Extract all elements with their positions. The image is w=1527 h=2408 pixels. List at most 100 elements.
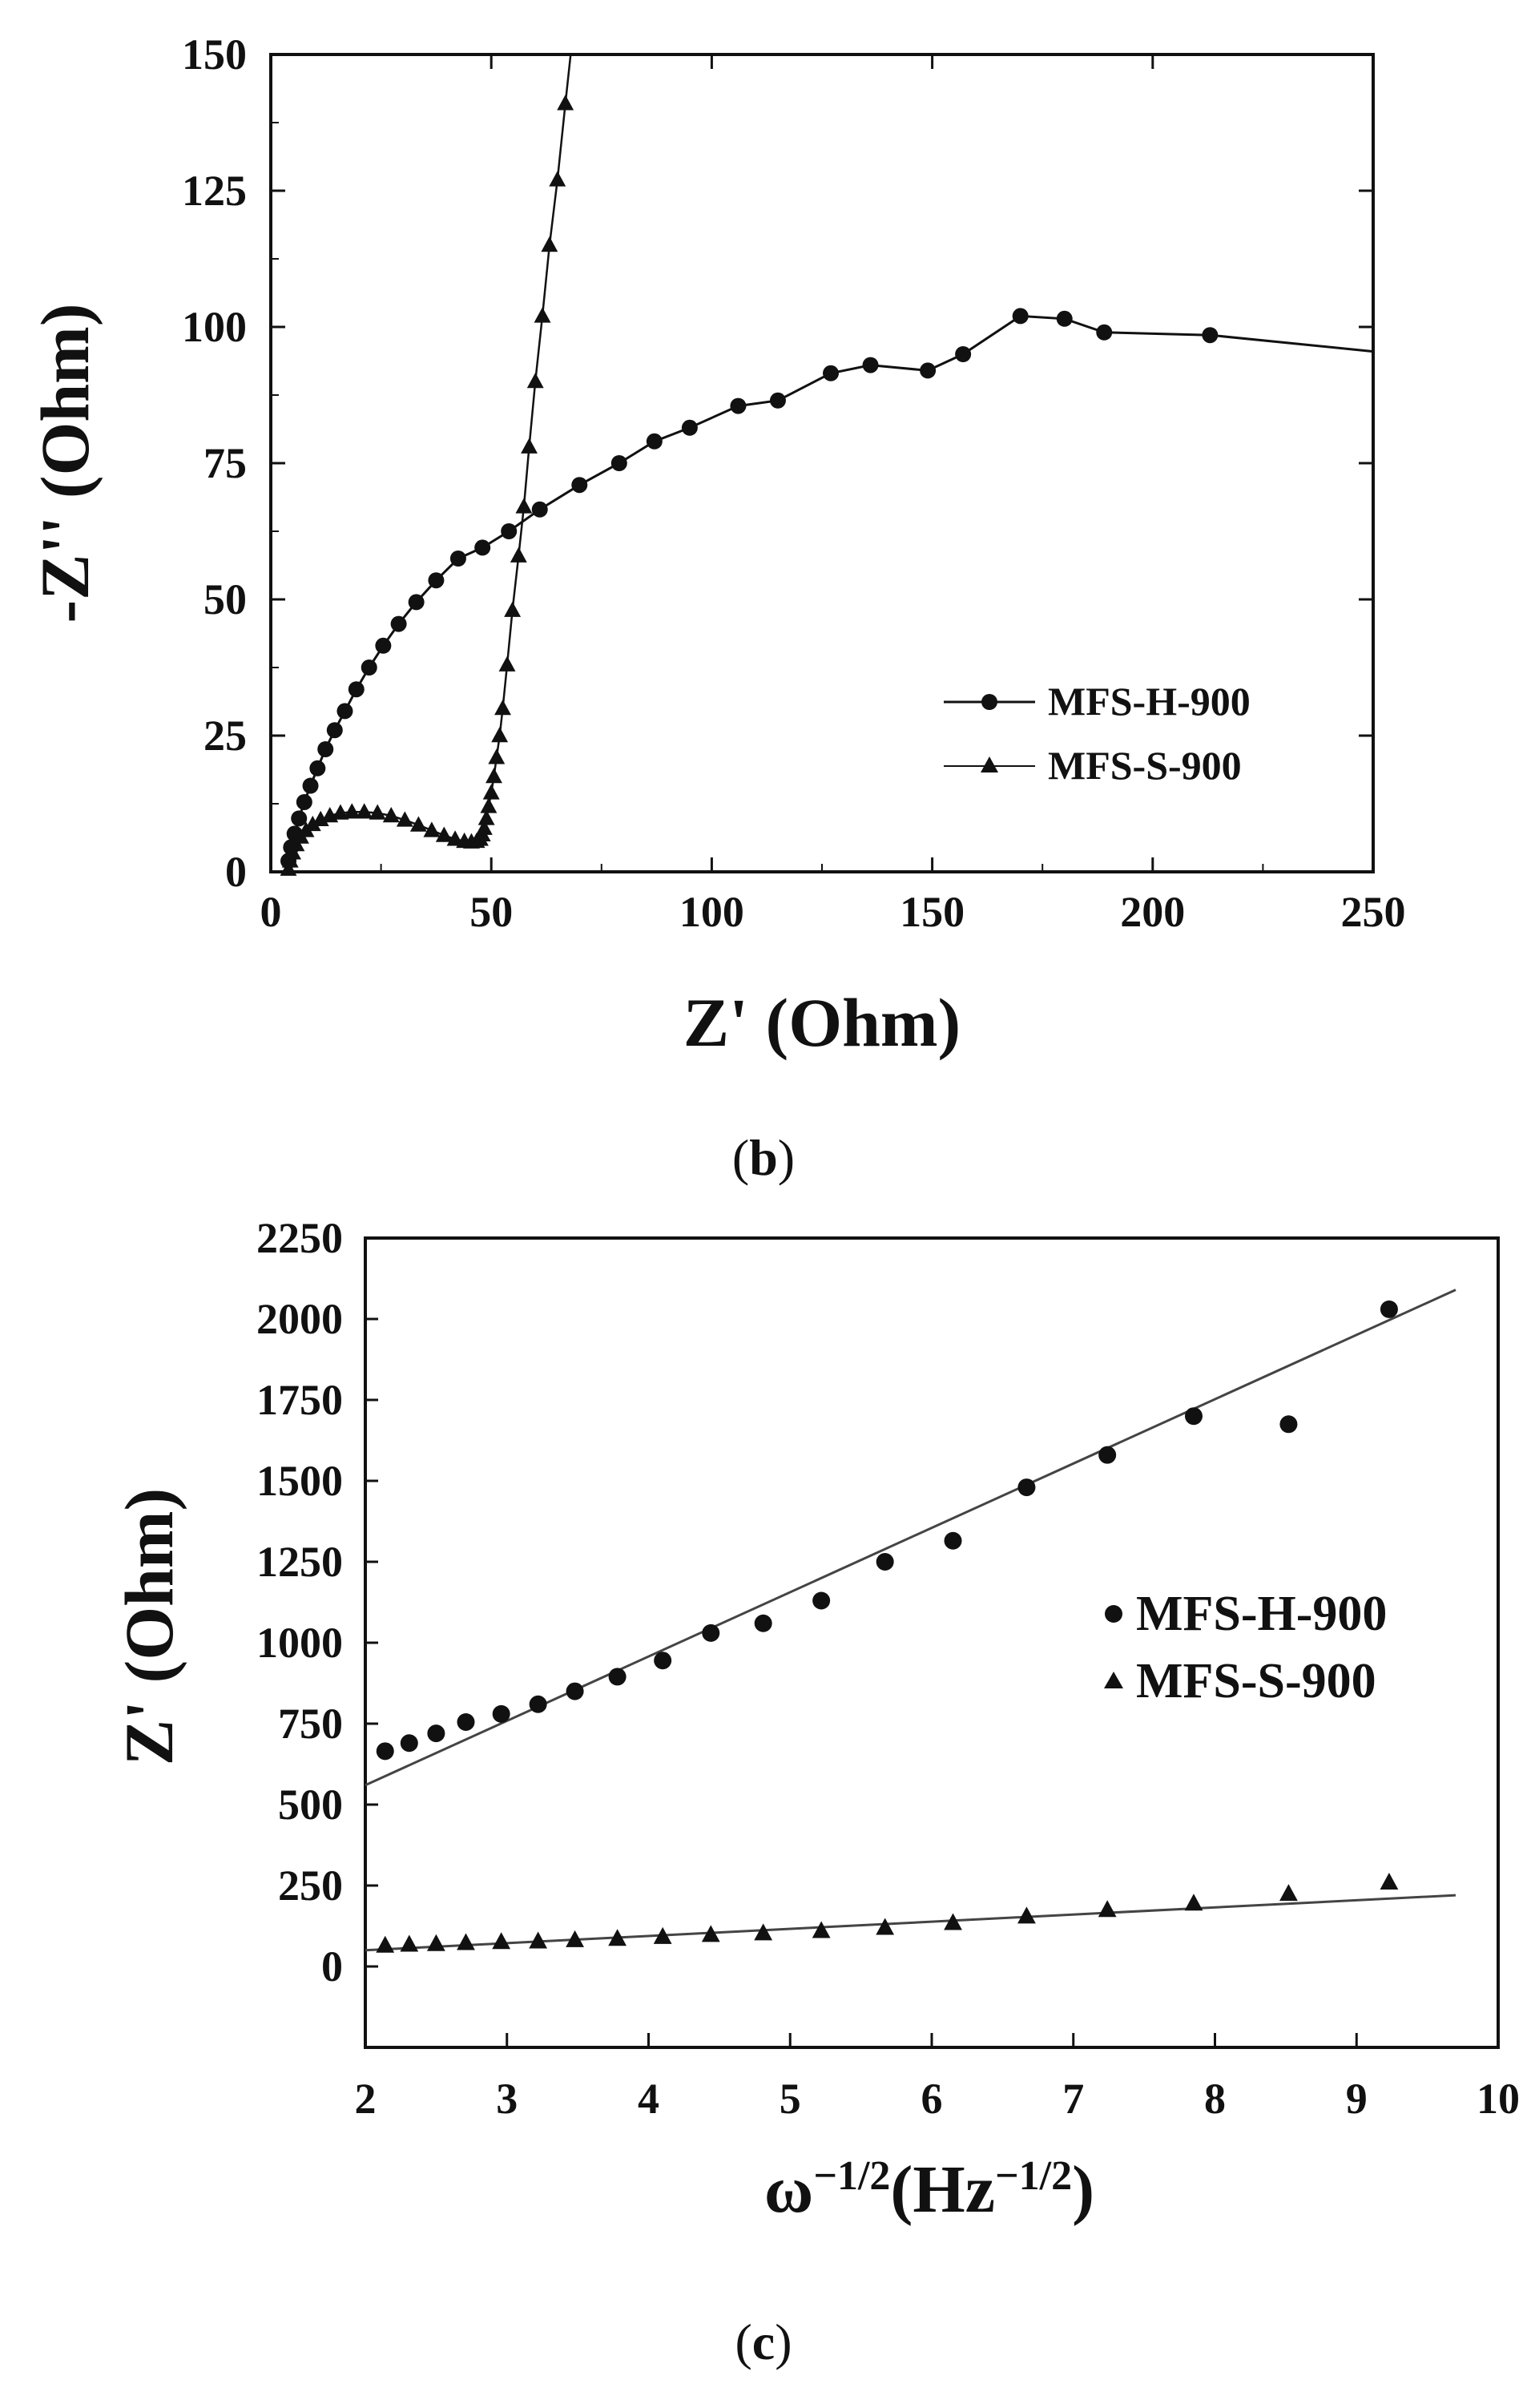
point-MFS-H-900 (400, 1734, 418, 1753)
point-MFS-S-900 (475, 819, 493, 835)
point-MFS-S-900 (477, 809, 495, 825)
plot-frame-c (364, 1236, 1500, 2049)
y-tick-label-b: 0 (225, 848, 247, 896)
point-MFS-H-900 (812, 1591, 831, 1610)
point-MFS-S-900 (557, 95, 574, 111)
point-MFS-S-900 (529, 1931, 548, 1949)
point-MFS-H-900 (944, 1531, 962, 1550)
point-MFS-S-900 (396, 811, 413, 827)
x-axis-label-c-close: ) (1072, 2152, 1094, 2227)
point-MFS-S-900 (376, 1935, 395, 1953)
point-MFS-H-900 (769, 392, 786, 409)
point-MFS-S-900 (534, 307, 551, 323)
point-MFS-S-900 (409, 816, 427, 832)
legend-label-b-s: MFS-S-900 (1048, 743, 1242, 788)
legend-marker-h (981, 694, 997, 710)
y-axis-label-c: Z' (Ohm) (111, 1488, 187, 1765)
point-MFS-H-900 (610, 455, 627, 471)
point-MFS-H-900 (754, 1614, 772, 1632)
caption-c-letter: c (752, 2313, 775, 2370)
y-tick-label-c: 250 (278, 1861, 343, 1910)
point-MFS-H-900 (876, 1553, 894, 1571)
fit-line-MFS-H-900 (365, 1289, 1456, 1787)
point-MFS-S-900 (343, 803, 361, 819)
legend-marker-s (981, 756, 998, 772)
point-MFS-S-900 (491, 727, 509, 743)
x-tick-label-c: 10 (1477, 2075, 1520, 2123)
point-MFS-S-900 (1017, 1906, 1036, 1924)
x-axis-label-c: ω−1/2(Hz−1/2) (764, 2152, 1094, 2227)
point-MFS-S-900 (510, 547, 527, 563)
point-MFS-S-900 (485, 768, 502, 784)
point-MFS-S-900 (1380, 1872, 1399, 1890)
point-MFS-S-900 (1279, 1884, 1298, 1902)
point-MFS-S-900 (541, 236, 558, 252)
fit-lines-c (365, 1289, 1456, 1952)
x-tick-label-c: 2 (355, 2075, 377, 2123)
x-axis-label-b: Z' (Ohm) (683, 984, 961, 1061)
point-MFS-H-900 (427, 1724, 445, 1743)
x-tick-label-b: 100 (679, 888, 744, 936)
y-tick-label-c: 500 (278, 1781, 343, 1829)
y-tick-label-c: 1750 (256, 1376, 343, 1424)
point-MFS-H-900 (862, 357, 879, 373)
point-MFS-S-900 (944, 1913, 962, 1930)
point-MFS-H-900 (317, 741, 334, 757)
caption-b-letter: b (749, 1129, 778, 1186)
point-MFS-H-900 (730, 397, 747, 414)
point-MFS-H-900 (302, 777, 319, 794)
y-tick-label-b: 75 (203, 439, 247, 487)
x-tick-label-c: 6 (921, 2075, 943, 2123)
x-tick-label-b: 150 (900, 888, 965, 936)
y-tick-label-b: 100 (182, 303, 247, 351)
point-MFS-H-900 (296, 793, 312, 810)
point-MFS-H-900 (336, 703, 353, 720)
x-tick-label-b: 250 (1341, 888, 1406, 936)
point-MFS-H-900 (571, 477, 588, 494)
point-MFS-S-900 (504, 601, 522, 617)
x-tick-label-c: 7 (1062, 2075, 1084, 2123)
point-MFS-H-900 (823, 365, 840, 381)
caption-c: (c) (735, 2313, 792, 2370)
y-tick-label-c: 0 (321, 1942, 343, 1991)
point-MFS-H-900 (920, 362, 937, 379)
y-tick-label-c: 1250 (256, 1538, 343, 1586)
legend-marker-c-s (1104, 1672, 1123, 1688)
point-MFS-S-900 (521, 438, 538, 454)
point-MFS-S-900 (457, 1933, 475, 1950)
point-MFS-S-900 (526, 373, 544, 389)
point-MFS-H-900 (309, 760, 326, 776)
y-tick-label-c: 750 (278, 1700, 343, 1748)
legend-label-b-h: MFS-H-900 (1048, 679, 1251, 724)
x-tick-label-c: 8 (1204, 2075, 1226, 2123)
fit-line-MFS-S-900 (365, 1894, 1456, 1952)
y-tick-label-c: 1500 (256, 1457, 343, 1505)
chart-panel-b: 0 50 100 150 200 250 0 25 50 75 100 125 150 Z' (Ohm)… (26, 30, 1406, 1186)
legend-c: MFS-H-900 MFS-S-900 (1104, 1587, 1387, 1708)
point-MFS-H-900 (681, 419, 698, 436)
x-tick-label-b: 0 (260, 888, 282, 936)
point-MFS-S-900 (566, 1930, 584, 1947)
x-tick-label-c: 4 (638, 2075, 659, 2123)
point-MFS-H-900 (361, 659, 377, 676)
point-MFS-H-900 (566, 1682, 584, 1700)
point-MFS-S-900 (608, 1929, 627, 1946)
point-MFS-H-900 (501, 523, 518, 539)
point-MFS-S-900 (515, 498, 533, 514)
point-MFS-S-900 (482, 784, 500, 800)
point-MFS-H-900 (1184, 1407, 1203, 1426)
y-tick-label-c: 2250 (256, 1214, 343, 1262)
point-MFS-H-900 (376, 1742, 394, 1761)
point-MFS-H-900 (608, 1668, 627, 1686)
point-MFS-S-900 (488, 748, 506, 764)
axis-ticks-b: 0 50 100 150 200 250 0 25 50 75 100 125 150 (182, 30, 1406, 936)
point-MFS-S-900 (284, 844, 301, 860)
legend-label-c-h: MFS-H-900 (1136, 1587, 1387, 1641)
x-tick-label-c: 9 (1346, 2075, 1368, 2123)
point-MFS-H-900 (529, 1695, 547, 1713)
point-MFS-S-900 (494, 700, 511, 716)
x-tick-label-b: 200 (1120, 888, 1185, 936)
x-tick-label-c: 3 (496, 2075, 518, 2123)
x-axis-label-c-unit: (Hz (890, 2152, 995, 2227)
